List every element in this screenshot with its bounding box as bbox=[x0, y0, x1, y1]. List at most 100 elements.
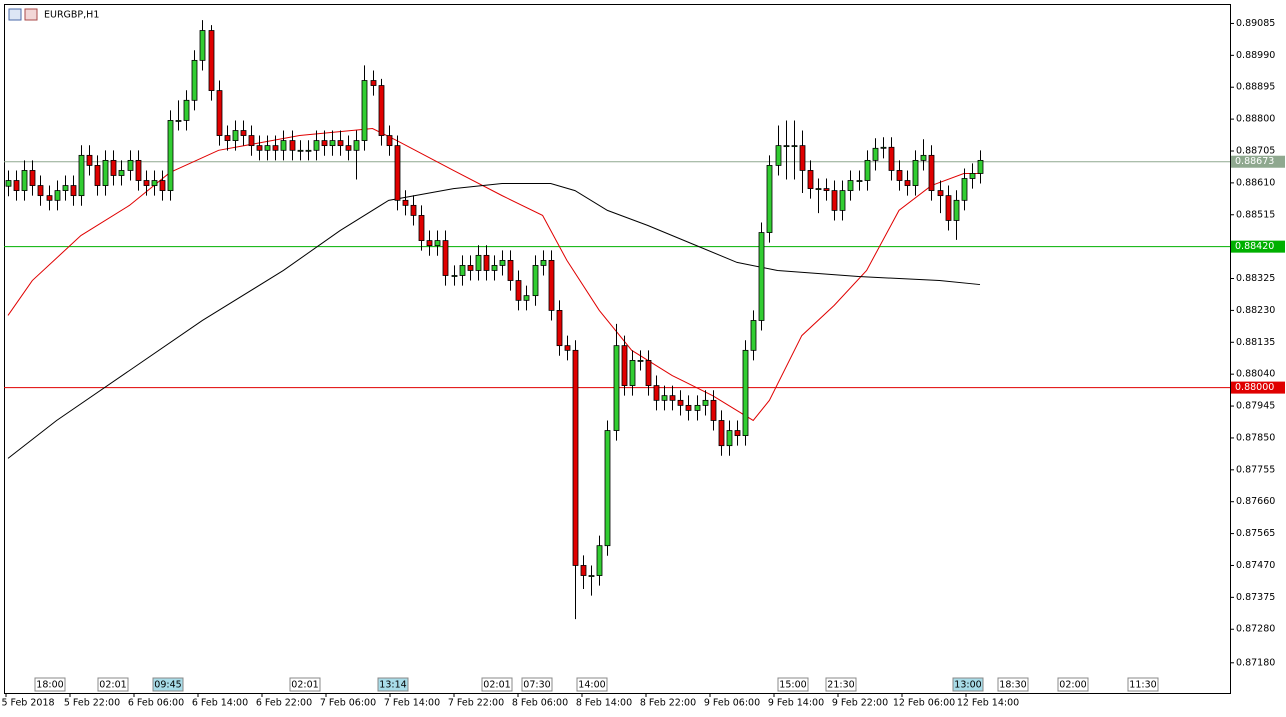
candle-body bbox=[839, 190, 846, 211]
candle-body bbox=[394, 145, 401, 201]
candle-body bbox=[766, 165, 773, 233]
candle-body bbox=[799, 145, 806, 171]
candle-body bbox=[78, 154, 85, 197]
candle-body bbox=[297, 149, 304, 152]
candle-body bbox=[726, 430, 733, 447]
moving-average bbox=[7, 183, 981, 459]
time-marker-label: 02:01 bbox=[99, 680, 126, 691]
time-marker-box bbox=[576, 677, 608, 692]
plot-frame bbox=[4, 4, 1231, 694]
candle-body bbox=[831, 190, 838, 211]
candle-body bbox=[637, 360, 644, 362]
candle-body bbox=[742, 349, 749, 436]
y-tick-label: 0.88800 bbox=[1236, 114, 1275, 125]
candle-body bbox=[629, 360, 636, 386]
candle-body bbox=[232, 130, 239, 141]
candle-body bbox=[143, 180, 150, 186]
price-level-box bbox=[1231, 381, 1285, 394]
candle-body bbox=[556, 310, 563, 347]
candle-body bbox=[645, 360, 652, 386]
candle-body bbox=[702, 399, 709, 406]
candle-body bbox=[62, 185, 69, 191]
x-tick-label: 7 Feb 06:00 bbox=[320, 698, 376, 709]
candle-body bbox=[872, 147, 879, 161]
candle-body bbox=[475, 254, 482, 271]
candle-body bbox=[783, 145, 790, 148]
candle-body bbox=[199, 30, 206, 61]
time-marker-box bbox=[952, 677, 984, 692]
y-tick-label: 0.88895 bbox=[1236, 82, 1275, 93]
candle-body bbox=[21, 170, 28, 191]
time-marker-label: 07:30 bbox=[523, 680, 550, 691]
candle-body bbox=[856, 180, 863, 182]
time-marker-box bbox=[825, 677, 857, 692]
candle-body bbox=[118, 170, 125, 176]
candle-body bbox=[847, 180, 854, 191]
candle-body bbox=[378, 85, 385, 136]
time-marker-label: 18:30 bbox=[999, 680, 1026, 691]
time-marker-label: 18:00 bbox=[36, 680, 63, 691]
candle-body bbox=[621, 345, 628, 386]
candle-body bbox=[572, 349, 579, 566]
y-tick-label: 0.87180 bbox=[1236, 657, 1275, 668]
candle-body bbox=[102, 159, 109, 186]
candle-body bbox=[321, 140, 328, 147]
candle-body bbox=[175, 120, 182, 122]
y-tick-label: 0.87280 bbox=[1236, 624, 1275, 635]
candle-body bbox=[596, 545, 603, 576]
candle-body bbox=[345, 145, 352, 151]
chart-title: EURGBP,H1 bbox=[44, 10, 99, 21]
candle-body bbox=[110, 159, 117, 176]
y-tick-label: 0.88515 bbox=[1236, 209, 1275, 220]
x-tick-label: 5 Feb 22:00 bbox=[64, 698, 120, 709]
y-tick-label: 0.88040 bbox=[1236, 369, 1275, 380]
candle-body bbox=[775, 145, 782, 166]
candle-body bbox=[386, 135, 393, 147]
candle-body bbox=[491, 265, 498, 271]
candle-body bbox=[280, 140, 287, 151]
candle-body bbox=[880, 146, 887, 149]
candle-body bbox=[888, 146, 895, 171]
candle-body bbox=[807, 170, 814, 189]
time-marker-box bbox=[521, 677, 553, 692]
x-tick-label: 8 Feb 14:00 bbox=[576, 698, 632, 709]
candle-body bbox=[370, 80, 377, 86]
candle-body bbox=[791, 145, 798, 148]
x-tick-label: 9 Feb 14:00 bbox=[768, 698, 824, 709]
candle-body bbox=[604, 430, 611, 547]
y-tick-label: 0.88135 bbox=[1236, 337, 1275, 348]
candle-body bbox=[540, 259, 547, 266]
candle-body bbox=[912, 159, 919, 186]
x-tick-label: 12 Feb 06:00 bbox=[893, 698, 955, 709]
candle-body bbox=[37, 185, 44, 197]
candle-body bbox=[402, 199, 409, 206]
y-tick-label: 0.88610 bbox=[1236, 177, 1275, 188]
candle-body bbox=[669, 395, 676, 401]
candle-body bbox=[483, 254, 490, 271]
y-tick-label: 0.87660 bbox=[1236, 496, 1275, 507]
x-tick-label: 8 Feb 22:00 bbox=[640, 698, 696, 709]
price-level-box bbox=[1231, 155, 1285, 168]
candle-body bbox=[127, 159, 134, 171]
y-tick-label: 0.87470 bbox=[1236, 560, 1275, 571]
candle-body bbox=[410, 204, 417, 216]
candle-body bbox=[928, 154, 935, 191]
candle-body bbox=[94, 165, 101, 186]
candle-body bbox=[467, 265, 474, 271]
candle-body bbox=[653, 385, 660, 401]
candle-body bbox=[272, 145, 279, 151]
candle-body bbox=[953, 199, 960, 221]
candle-body bbox=[248, 135, 255, 147]
y-tick-label: 0.87850 bbox=[1236, 432, 1275, 443]
y-tick-label: 0.88325 bbox=[1236, 273, 1275, 284]
candle-body bbox=[758, 232, 765, 321]
candle-body bbox=[191, 59, 198, 101]
y-tick-label: 0.87945 bbox=[1236, 401, 1275, 412]
candle-body bbox=[305, 149, 312, 152]
candle-body bbox=[337, 140, 344, 147]
candle-body bbox=[70, 185, 77, 197]
time-marker-box bbox=[377, 677, 409, 692]
time-marker-label: 14:00 bbox=[578, 680, 605, 691]
